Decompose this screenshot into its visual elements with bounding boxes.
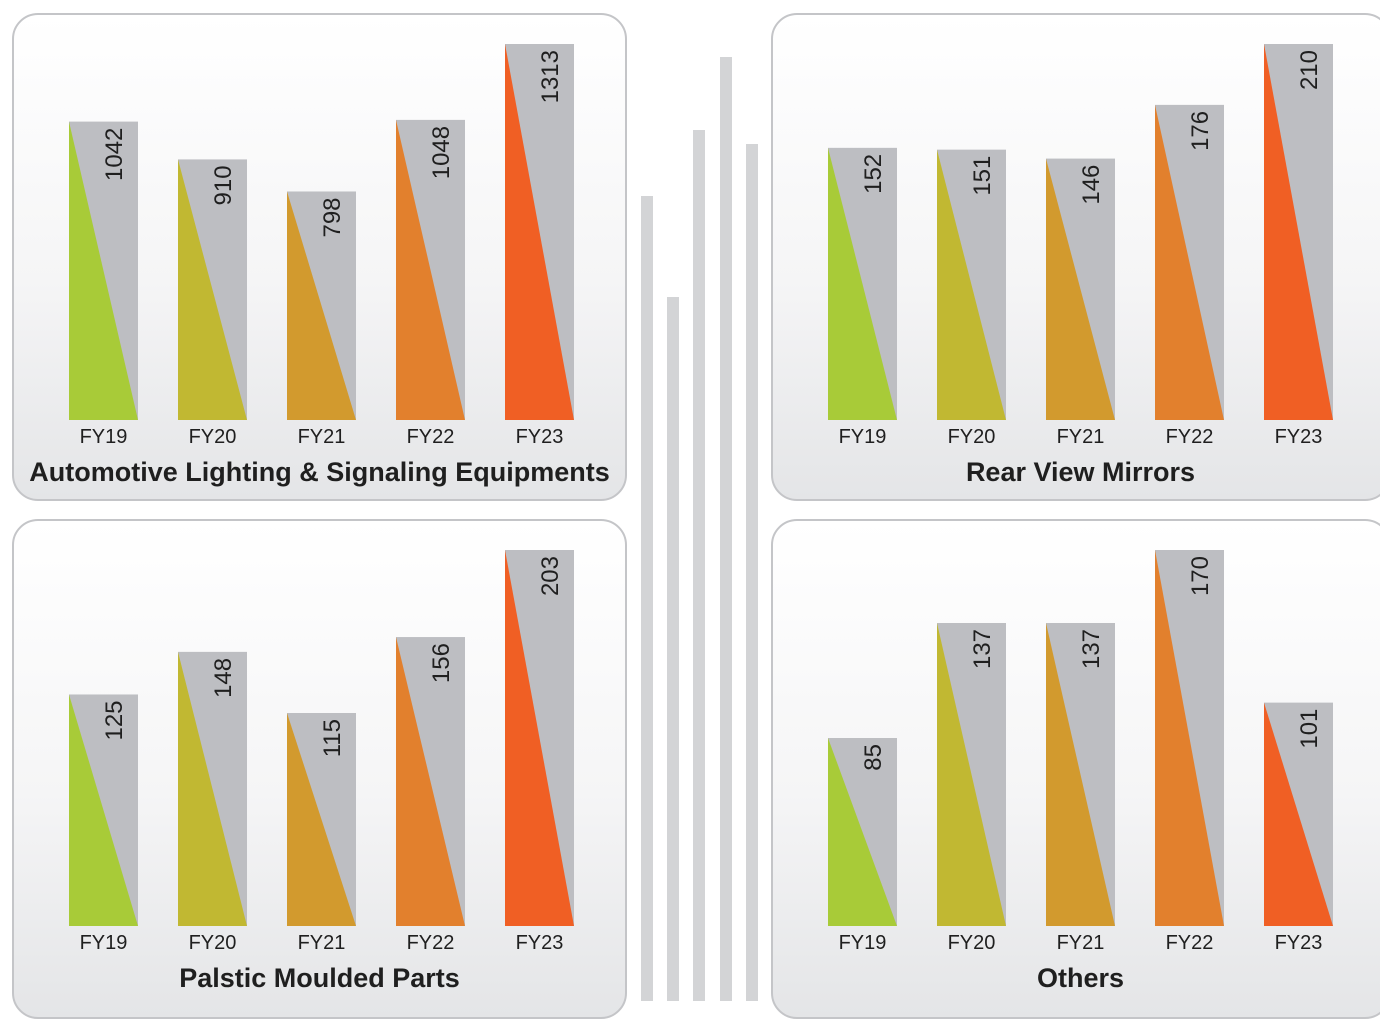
x-tick-label: FY22: [407, 426, 455, 448]
chart-title: Others: [1036, 963, 1125, 993]
x-tick-label: FY22: [1166, 932, 1214, 954]
bar-fill: [937, 149, 1006, 420]
bar-fy19: 1042 FY19: [69, 121, 138, 448]
bar-fy19: 152 FY19: [828, 147, 897, 448]
x-tick-label: FY20: [189, 426, 237, 448]
chart-title: Rear View Mirrors: [965, 457, 1196, 487]
bar-fy22: 1048 FY22: [396, 119, 465, 448]
decorative-divider-bar: [746, 144, 758, 1001]
data-label: 210: [1296, 50, 1323, 90]
bar-fill: [396, 119, 465, 421]
x-tick-label: FY23: [1275, 932, 1323, 954]
bar-fy20: 151 FY20: [937, 149, 1006, 448]
data-label: 137: [1078, 629, 1105, 669]
chart-svg: 1042 FY19 910 FY20 798 FY21 1048 FY22 1313 FY23: [69, 44, 574, 448]
data-label: 1048: [428, 126, 455, 179]
bar-fill: [1264, 44, 1333, 420]
bar-fill: [1264, 702, 1333, 926]
decorative-divider-bar: [693, 130, 705, 1001]
x-tick-label: FY23: [516, 426, 564, 448]
bar-fy21: 798 FY21: [287, 191, 356, 448]
decorative-divider-bar: [667, 297, 679, 1001]
data-label: 1313: [537, 50, 564, 103]
bar-fill: [1046, 158, 1115, 421]
bar-fill: [505, 44, 574, 420]
bar-fill: [69, 121, 138, 421]
chart-svg: 85 FY19 137 FY20 137 FY21 170 FY22 101 FY23: [828, 550, 1333, 954]
bar-fill: [828, 738, 897, 926]
data-label: 146: [1078, 165, 1105, 205]
bar-fy22: 170 FY22: [1155, 550, 1224, 954]
chart-svg: 152 FY19 151 FY20 146 FY21 176 FY22 210 FY23: [828, 44, 1333, 448]
data-label: 137: [969, 629, 996, 669]
bar-fy23: 210 FY23: [1264, 44, 1333, 448]
bar-fy21: 115 FY21: [287, 712, 356, 954]
data-label: 115: [319, 719, 346, 757]
x-tick-label: FY21: [298, 426, 346, 448]
data-label: 798: [319, 197, 346, 237]
x-tick-label: FY20: [948, 932, 996, 954]
data-label: 910: [210, 165, 237, 205]
bar-fy23: 101 FY23: [1264, 702, 1333, 954]
bar-fy23: 203 FY23: [505, 550, 574, 954]
bar-fy20: 910 FY20: [178, 159, 247, 448]
chart-title: Palstic Moulded Parts: [179, 963, 460, 993]
x-tick-label: FY21: [1057, 932, 1105, 954]
x-tick-label: FY21: [1057, 426, 1105, 448]
data-label: 1042: [101, 128, 128, 181]
bar-fy22: 156 FY22: [396, 637, 465, 954]
decorative-divider-bar: [641, 196, 653, 1001]
x-tick-label: FY20: [948, 426, 996, 448]
decorative-divider-bar: [720, 57, 732, 1001]
bar-fill: [1155, 104, 1224, 420]
data-label: 156: [428, 643, 455, 683]
chart-panel-plastic-moulded-parts: 125 FY19 148 FY20 115 FY21 156 FY22 203 FY23 Pals…: [12, 519, 627, 1019]
bar-fill: [505, 550, 574, 926]
chart-title: Automotive Lighting & Signaling Equipmen…: [29, 457, 610, 487]
x-tick-label: FY19: [80, 932, 128, 954]
bar-fill: [287, 191, 356, 420]
data-label: 148: [210, 658, 237, 698]
bar-fill: [178, 159, 247, 420]
data-label: 176: [1187, 111, 1214, 151]
bar-fy20: 148 FY20: [178, 651, 247, 954]
x-tick-label: FY23: [516, 932, 564, 954]
x-tick-label: FY22: [1166, 426, 1214, 448]
data-label: 101: [1296, 709, 1323, 749]
bar-fy20: 137 FY20: [937, 622, 1006, 954]
data-label: 85: [860, 744, 887, 771]
data-label: 125: [101, 700, 128, 740]
data-label: 151: [969, 156, 996, 196]
data-label: 203: [537, 556, 564, 596]
bar-fill: [69, 694, 138, 926]
chart-panel-others: 85 FY19 137 FY20 137 FY21 170 FY22 101 FY23 Other…: [771, 519, 1380, 1019]
bar-fy21: 146 FY21: [1046, 158, 1115, 448]
bar-fy19: 85 FY19: [828, 738, 897, 954]
x-tick-label: FY19: [80, 426, 128, 448]
chart-panel-rear-view-mirrors: 152 FY19 151 FY20 146 FY21 176 FY22 210 FY23 Rear…: [771, 13, 1380, 501]
bar-fill: [396, 637, 465, 926]
x-tick-label: FY21: [298, 932, 346, 954]
bar-fy19: 125 FY19: [69, 694, 138, 954]
x-tick-label: FY23: [1275, 426, 1323, 448]
chart-svg: 125 FY19 148 FY20 115 FY21 156 FY22 203 FY23: [69, 550, 574, 954]
data-label: 170: [1187, 556, 1214, 596]
x-tick-label: FY20: [189, 932, 237, 954]
bar-fill: [287, 712, 356, 926]
data-label: 152: [860, 154, 887, 194]
x-tick-label: FY19: [839, 426, 887, 448]
bar-fy23: 1313 FY23: [505, 44, 574, 448]
x-tick-label: FY19: [839, 932, 887, 954]
bar-fy22: 176 FY22: [1155, 104, 1224, 448]
chart-panel-automotive-lighting: 1042 FY19 910 FY20 798 FY21 1048 FY22 1313 FY23 A…: [12, 13, 627, 501]
x-tick-label: FY22: [407, 932, 455, 954]
bar-fill: [828, 147, 897, 420]
bar-fy21: 137 FY21: [1046, 622, 1115, 954]
bar-fill: [1155, 550, 1224, 926]
